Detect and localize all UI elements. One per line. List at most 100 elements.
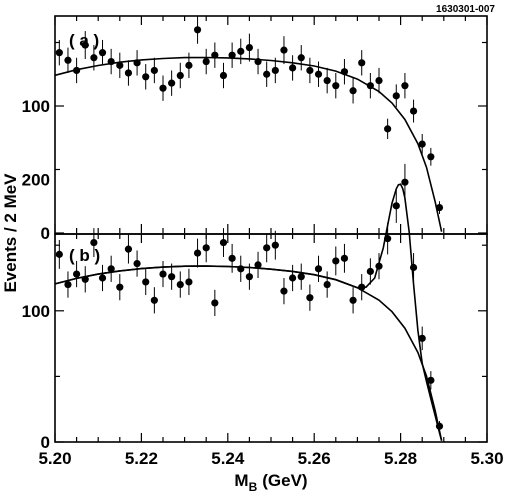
data-point xyxy=(98,49,107,57)
data-point xyxy=(263,70,271,78)
data-point xyxy=(237,265,245,273)
data-point xyxy=(245,273,253,281)
data-point xyxy=(133,259,141,268)
data-point xyxy=(202,244,210,252)
panel-a-points xyxy=(55,15,444,214)
data-point xyxy=(159,270,167,278)
data-point xyxy=(185,61,193,69)
data-point xyxy=(211,51,219,59)
data-point xyxy=(314,265,323,273)
data-point xyxy=(435,204,444,212)
data-point xyxy=(254,261,262,269)
data-point xyxy=(375,77,383,85)
data-point xyxy=(142,278,150,286)
data-point xyxy=(142,73,150,81)
data-point xyxy=(427,153,435,161)
data-point xyxy=(55,250,63,258)
data-point xyxy=(98,274,107,282)
data-point xyxy=(297,54,305,62)
panel-a-frame xyxy=(54,15,488,235)
data-point xyxy=(245,43,253,52)
data-point xyxy=(176,71,184,80)
y-tick-label: 0 xyxy=(41,224,50,243)
data-point xyxy=(401,82,409,90)
data-point xyxy=(323,280,331,289)
data-point xyxy=(271,241,279,249)
data-point xyxy=(150,66,158,75)
panel-b-ticks xyxy=(54,234,488,443)
data-point xyxy=(107,265,115,273)
data-point xyxy=(73,66,81,75)
data-point xyxy=(159,84,167,92)
y-tick-label: 100 xyxy=(22,97,50,116)
data-point xyxy=(366,82,374,90)
data-point xyxy=(107,57,115,66)
data-point xyxy=(418,140,426,148)
data-point xyxy=(409,263,418,272)
data-point xyxy=(193,249,202,257)
data-point xyxy=(418,334,426,342)
data-point xyxy=(384,125,392,133)
y-tick-label: 200 xyxy=(22,171,50,190)
data-point xyxy=(375,262,383,270)
x-tick-label: 5.24 xyxy=(211,449,245,468)
data-point xyxy=(202,57,210,66)
y-tick-label: 100 xyxy=(22,302,50,321)
y-tick-labels: 01002000100200 xyxy=(22,97,50,452)
data-point xyxy=(237,47,245,55)
data-point xyxy=(211,299,219,307)
data-point xyxy=(297,273,305,281)
data-point xyxy=(392,202,400,210)
data-point xyxy=(81,275,89,283)
panel-b-label: ( b ) xyxy=(69,246,100,265)
data-point xyxy=(384,235,392,243)
data-point xyxy=(435,422,444,430)
data-point xyxy=(332,82,340,90)
x-axis-title-sub: B xyxy=(249,480,258,494)
panel-b: ( b ) xyxy=(54,163,488,443)
data-point xyxy=(349,87,357,95)
data-point xyxy=(340,68,349,76)
data-point xyxy=(90,54,98,62)
data-point xyxy=(427,376,435,384)
data-point xyxy=(55,49,63,57)
data-point xyxy=(289,64,297,72)
data-point xyxy=(271,66,279,75)
data-point xyxy=(314,70,323,78)
data-point xyxy=(116,61,124,69)
data-point xyxy=(133,59,141,67)
data-point xyxy=(340,254,349,262)
fit-curve xyxy=(54,56,443,232)
panel-b-curves xyxy=(54,183,443,441)
fit-curve-background xyxy=(54,265,443,441)
data-point xyxy=(73,270,81,278)
data-point xyxy=(306,66,314,75)
data-point xyxy=(401,178,409,186)
data-point xyxy=(306,294,314,302)
panel-a-label: ( a ) xyxy=(69,31,99,50)
data-point xyxy=(228,51,236,59)
x-tick-label: 5.28 xyxy=(384,449,417,468)
data-point xyxy=(90,238,98,247)
data-point xyxy=(124,245,133,253)
panel-a: ( a ) xyxy=(54,15,488,235)
data-point xyxy=(254,57,262,66)
panel-a-curves xyxy=(54,56,443,232)
data-point xyxy=(168,79,176,87)
data-point xyxy=(323,77,331,85)
data-point xyxy=(150,296,158,304)
data-point xyxy=(280,287,288,295)
x-axis-title: MB (GeV) xyxy=(234,471,307,494)
data-point xyxy=(64,280,72,289)
data-point xyxy=(81,41,89,49)
data-point xyxy=(358,283,366,291)
data-point xyxy=(289,274,297,282)
data-point xyxy=(392,92,400,100)
data-point xyxy=(219,238,228,247)
data-point xyxy=(116,283,124,291)
x-tick-label: 5.26 xyxy=(298,449,331,468)
y-tick-label: 0 xyxy=(41,433,50,452)
data-point xyxy=(409,107,418,115)
data-point xyxy=(358,59,366,67)
